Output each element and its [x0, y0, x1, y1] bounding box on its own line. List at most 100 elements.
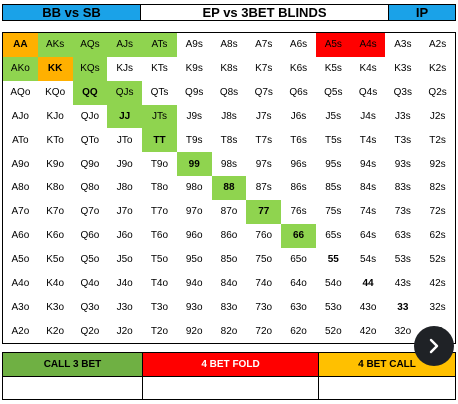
hand-cell: QTo: [80, 134, 100, 146]
hand-cell: 97o: [185, 206, 203, 218]
hand-cell: J3s: [395, 110, 411, 122]
hand-cell: 95s: [325, 158, 342, 170]
hand-cell: A5s: [315, 33, 351, 57]
hand-cell: T4s: [359, 134, 377, 146]
hand-cell: T4o: [150, 277, 169, 289]
hand-cell: 62s: [429, 230, 446, 242]
hand-cell: AKs: [37, 33, 73, 57]
hand-cell: T3o: [150, 301, 169, 313]
legend-call-3bet-box: [3, 377, 143, 399]
hand-cell: 76s: [290, 206, 307, 218]
hand-cell: A5o: [11, 254, 30, 266]
hand-cell: A2s: [428, 39, 447, 51]
hand-cell: Q4o: [80, 277, 100, 289]
hand-cell: AJo: [11, 110, 29, 122]
hand-cell: AKo: [3, 56, 38, 81]
hand-cell: Q8s: [219, 87, 239, 99]
hand-cell: 85o: [220, 254, 238, 266]
hand-cell: 94s: [360, 158, 377, 170]
hand-cell: KTo: [46, 134, 64, 146]
hand-cell: TT: [142, 128, 177, 153]
hand-cell: 76o: [255, 230, 273, 242]
hand-cell: K4s: [359, 63, 377, 75]
hand-cell: 98s: [220, 158, 238, 170]
hand-cell: T9s: [185, 134, 203, 146]
hand-cell: 32o: [394, 325, 412, 337]
hand-cell: T8o: [150, 182, 169, 194]
legend: CALL 3 BET 4 BET FOLD 4 BET CALL: [2, 352, 456, 400]
hand-cell: K9s: [185, 63, 203, 75]
hand-cell: 54o: [324, 277, 342, 289]
hand-cell: 86o: [220, 230, 238, 242]
hand-cell: A8s: [220, 39, 238, 51]
hand-cell: A3o: [11, 301, 30, 313]
hand-cell: 52o: [324, 325, 342, 337]
hand-cell: 84o: [220, 277, 238, 289]
hand-cell: J4o: [116, 277, 133, 289]
hand-cell: 65o: [290, 254, 307, 266]
next-button[interactable]: [414, 326, 454, 366]
hand-cell: QJo: [80, 110, 100, 122]
hand-cell: K7o: [46, 206, 65, 218]
hand-cell: AQo: [10, 87, 31, 99]
hand-cell: 96s: [290, 158, 307, 170]
hand-cell: A6o: [11, 230, 30, 242]
hand-cell: AJs: [107, 33, 143, 57]
hand-cell: K5o: [46, 254, 65, 266]
hand-cell: 75s: [325, 206, 342, 218]
hand-cell: Q2o: [80, 325, 100, 337]
hand-cell: J6s: [290, 110, 307, 122]
legend-4bet-fold-box: [143, 377, 319, 399]
hand-cell: 83s: [394, 182, 411, 194]
hand-cell: Q3o: [80, 301, 100, 313]
hand-cell: 92o: [185, 325, 203, 337]
hand-cell: T2o: [150, 325, 169, 337]
hand-cell: 53s: [394, 254, 411, 266]
hand-cell: 54s: [360, 254, 377, 266]
hand-cell: 98o: [185, 182, 203, 194]
hand-cell: T9o: [150, 158, 169, 170]
hand-cell: 55: [327, 254, 339, 266]
hand-cell: 75o: [255, 254, 273, 266]
hand-cell: Q5s: [324, 87, 343, 99]
position-label: IP: [389, 5, 455, 20]
hand-cell: J5s: [325, 110, 342, 122]
hand-cell: Q6s: [289, 87, 308, 99]
hand-cell: 43o: [359, 301, 377, 313]
hand-cell: 82o: [220, 325, 238, 337]
hand-cell: K9o: [46, 158, 65, 170]
legend-call-3bet: CALL 3 BET: [3, 353, 143, 377]
hand-cell: JTo: [116, 134, 133, 146]
hand-cell: AQs: [72, 33, 108, 57]
hand-cell: 84s: [360, 182, 377, 194]
hand-cell: Q3s: [393, 87, 412, 99]
hand-cell: 64o: [290, 277, 307, 289]
hand-cell: 64s: [360, 230, 377, 242]
hand-cell: 93s: [394, 158, 411, 170]
hand-cell: KK: [37, 56, 73, 81]
hand-cell: Q9o: [80, 158, 100, 170]
hand-cell: KTs: [151, 63, 168, 75]
hand-cell: J6o: [116, 230, 133, 242]
hand-cell: J4s: [360, 110, 376, 122]
hand-cell: ATo: [12, 134, 29, 146]
hand-cell: 83o: [220, 301, 238, 313]
hand-cell: J8o: [116, 182, 133, 194]
hand-cell: 73o: [255, 301, 273, 313]
hand-cell: T3s: [394, 134, 412, 146]
hand-cell: 87o: [220, 206, 238, 218]
hand-cell: T8s: [220, 134, 238, 146]
hand-cell: J7s: [255, 110, 272, 122]
hand-cell: 87s: [255, 182, 272, 194]
hand-cell: J9o: [116, 158, 133, 170]
hand-cell: 44: [362, 277, 374, 289]
hand-cell: 72s: [429, 206, 446, 218]
hand-cell: JTs: [142, 104, 177, 129]
hand-range-grid: AA AKs AQs AJs ATs A9s A8s A7s A6s A5s A4s A3s A2s AK…: [2, 32, 456, 344]
hand-cell: A4s: [350, 33, 386, 57]
hand-cell: 73s: [394, 206, 411, 218]
hand-cell: 92s: [429, 158, 446, 170]
hand-cell: 63o: [290, 301, 307, 313]
hand-cell: 85s: [325, 182, 342, 194]
hand-cell: T2s: [429, 134, 446, 146]
